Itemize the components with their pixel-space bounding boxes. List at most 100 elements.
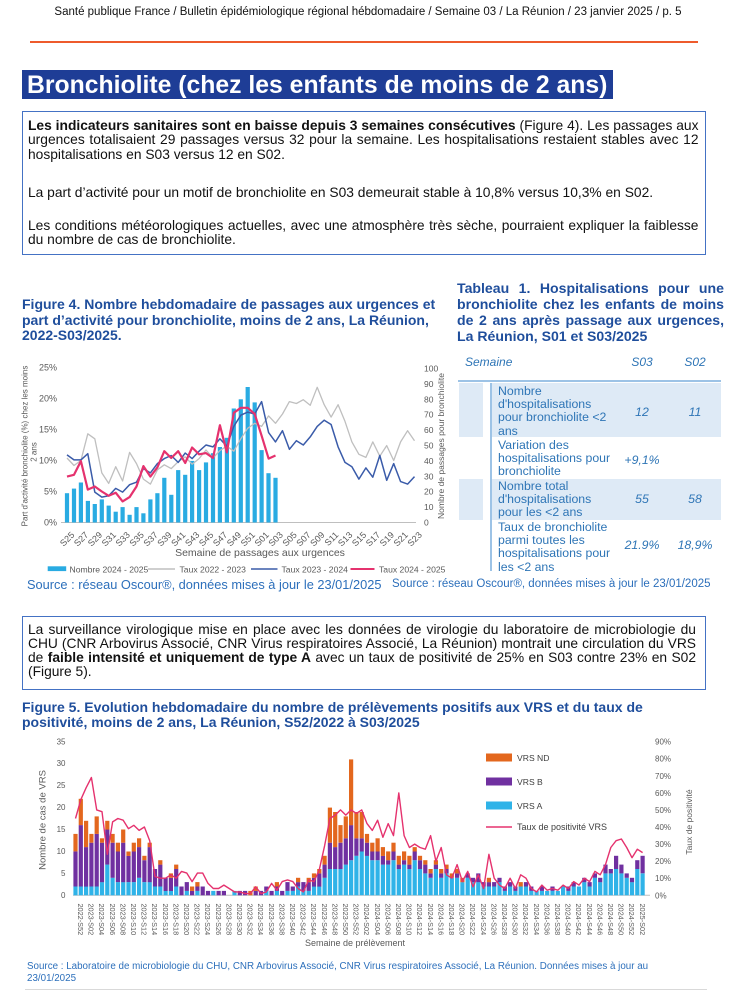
svg-text:2023-S30: 2023-S30: [235, 904, 244, 936]
svg-text:Taux 2024 - 2025: Taux 2024 - 2025: [379, 564, 446, 574]
svg-text:5%: 5%: [44, 487, 57, 497]
svg-text:20: 20: [57, 803, 66, 812]
svg-text:Taux de positivité: Taux de positivité: [684, 789, 694, 854]
svg-text:2023-S06: 2023-S06: [108, 904, 117, 936]
svg-text:0%: 0%: [655, 891, 667, 900]
svg-text:2023-S42: 2023-S42: [299, 904, 308, 936]
svg-text:100: 100: [424, 364, 438, 374]
svg-text:Nombre de passages pour bronch: Nombre de passages pour bronchiolite: [436, 373, 446, 519]
svg-text:70%: 70%: [655, 772, 671, 781]
svg-text:60: 60: [424, 425, 434, 435]
svg-text:2023-S22: 2023-S22: [193, 904, 202, 936]
svg-text:2024-S40: 2024-S40: [564, 904, 573, 936]
svg-text:30: 30: [57, 759, 66, 768]
svg-text:Taux 2022 - 2023: Taux 2022 - 2023: [180, 564, 247, 574]
svg-text:5: 5: [61, 869, 66, 878]
svg-text:50%: 50%: [655, 806, 671, 815]
svg-text:2023-S52: 2023-S52: [352, 904, 361, 936]
svg-text:80%: 80%: [655, 755, 671, 764]
svg-text:2024-S08: 2024-S08: [394, 904, 403, 936]
svg-text:0: 0: [61, 891, 66, 900]
svg-text:2023-S18: 2023-S18: [171, 904, 180, 936]
svg-text:2023-S40: 2023-S40: [288, 904, 297, 936]
svg-text:2023-S08: 2023-S08: [118, 904, 127, 936]
svg-text:90%: 90%: [655, 738, 671, 747]
svg-text:Nombre 2024 - 2025: Nombre 2024 - 2025: [70, 564, 149, 574]
svg-text:10%: 10%: [39, 456, 57, 466]
svg-text:30%: 30%: [655, 840, 671, 849]
svg-text:Taux 2023 - 2024: Taux 2023 - 2024: [282, 564, 349, 574]
svg-text:VRS A: VRS A: [517, 801, 543, 811]
svg-text:2024-S14: 2024-S14: [426, 904, 435, 936]
svg-text:Semaine de passages aux urgenc: Semaine de passages aux urgences: [175, 547, 345, 559]
svg-text:2024-S38: 2024-S38: [553, 904, 562, 936]
svg-text:2024-S52: 2024-S52: [627, 904, 636, 936]
svg-text:2024-S28: 2024-S28: [500, 904, 509, 936]
svg-text:10: 10: [424, 502, 434, 512]
svg-text:2024-S44: 2024-S44: [585, 904, 594, 936]
svg-text:Nombre de cas de VRS: Nombre de cas de VRS: [38, 770, 49, 870]
svg-text:2023-S02: 2023-S02: [87, 904, 96, 936]
svg-text:0: 0: [424, 518, 429, 528]
svg-text:2023-S24: 2023-S24: [203, 904, 212, 936]
svg-text:2024-S50: 2024-S50: [617, 904, 626, 936]
svg-text:2024-S34: 2024-S34: [532, 904, 541, 936]
svg-text:80: 80: [424, 394, 434, 404]
svg-text:0%: 0%: [44, 518, 57, 528]
svg-text:2024-S42: 2024-S42: [574, 904, 583, 936]
svg-text:50: 50: [424, 441, 434, 451]
svg-text:2024-S10: 2024-S10: [405, 904, 414, 936]
svg-text:2023-S10: 2023-S10: [129, 904, 138, 936]
svg-text:2024-S06: 2024-S06: [383, 904, 392, 936]
svg-text:2023-S38: 2023-S38: [277, 904, 286, 936]
svg-text:2024-S22: 2024-S22: [468, 904, 477, 936]
svg-text:2023-S14: 2023-S14: [150, 904, 159, 936]
svg-text:2023-S12: 2023-S12: [140, 904, 149, 936]
svg-text:2024-S12: 2024-S12: [415, 904, 424, 936]
svg-text:Semaine de prélèvement: Semaine de prélèvement: [305, 938, 406, 948]
svg-text:2024-S30: 2024-S30: [511, 904, 520, 936]
svg-text:2024-S48: 2024-S48: [606, 904, 615, 936]
svg-text:2022-S52: 2022-S52: [76, 904, 85, 936]
svg-text:20: 20: [424, 487, 434, 497]
svg-text:2023-S34: 2023-S34: [256, 904, 265, 936]
svg-text:2024-S36: 2024-S36: [542, 904, 551, 936]
svg-text:25%: 25%: [39, 363, 57, 373]
svg-text:2024-S20: 2024-S20: [458, 904, 467, 936]
svg-text:Taux de positivité VRS: Taux de positivité VRS: [517, 822, 607, 832]
svg-text:15%: 15%: [39, 425, 57, 435]
svg-text:20%: 20%: [655, 857, 671, 866]
svg-text:2023-S44: 2023-S44: [309, 904, 318, 936]
svg-text:2023-S36: 2023-S36: [267, 904, 276, 936]
svg-text:90: 90: [424, 379, 434, 389]
svg-text:Part d'activité bronchiolite (: Part d'activité bronchiolite (%) chez le…: [21, 366, 30, 527]
svg-text:10: 10: [57, 847, 66, 856]
svg-text:2023-S46: 2023-S46: [320, 904, 329, 936]
svg-text:2024-S04: 2024-S04: [373, 904, 382, 936]
svg-text:2024-S18: 2024-S18: [447, 904, 456, 936]
svg-text:2024-S32: 2024-S32: [521, 904, 530, 936]
svg-text:2023-S20: 2023-S20: [182, 904, 191, 936]
svg-text:2024-S24: 2024-S24: [479, 904, 488, 936]
svg-text:2024-S26: 2024-S26: [489, 904, 498, 936]
svg-text:70: 70: [424, 410, 434, 420]
svg-text:2023-S32: 2023-S32: [246, 904, 255, 936]
svg-text:VRS ND: VRS ND: [517, 753, 549, 763]
svg-text:2023-S04: 2023-S04: [97, 904, 106, 936]
svg-text:2025-S02: 2025-S02: [638, 904, 647, 936]
svg-text:25: 25: [57, 781, 66, 790]
svg-text:35: 35: [57, 737, 66, 746]
svg-text:40: 40: [424, 456, 434, 466]
svg-text:60%: 60%: [655, 789, 671, 798]
svg-text:10%: 10%: [655, 874, 671, 883]
svg-text:2023-S48: 2023-S48: [330, 904, 339, 936]
svg-text:40%: 40%: [655, 823, 671, 832]
svg-text:2024-S16: 2024-S16: [436, 904, 445, 936]
svg-text:VRS B: VRS B: [517, 777, 543, 787]
svg-text:2023-S16: 2023-S16: [161, 904, 170, 936]
svg-text:2023-S26: 2023-S26: [214, 904, 223, 936]
svg-text:2 ans: 2 ans: [30, 442, 39, 462]
svg-text:30: 30: [424, 471, 434, 481]
svg-text:2024-S46: 2024-S46: [595, 904, 604, 936]
svg-text:S23: S23: [406, 530, 424, 548]
